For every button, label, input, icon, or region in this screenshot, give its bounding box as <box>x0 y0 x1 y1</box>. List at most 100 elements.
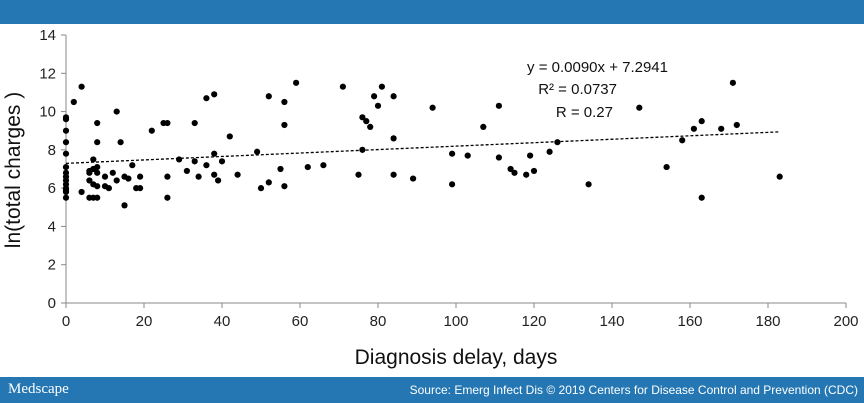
x-tick-label: 160 <box>677 313 702 330</box>
data-point <box>495 102 502 109</box>
data-point <box>367 123 374 130</box>
trendline-line <box>65 131 780 165</box>
data-point <box>121 202 128 209</box>
data-point <box>729 79 737 86</box>
source-credit: Source: Emerg Infect Dis © 2019 Centers … <box>409 383 858 397</box>
data-point <box>117 139 124 146</box>
x-tick-label: 40 <box>214 313 231 330</box>
data-point <box>277 165 284 173</box>
x-tick-label: 140 <box>599 313 624 330</box>
medscape-logo: Medscape <box>8 381 69 397</box>
data-point <box>293 79 300 86</box>
data-point <box>218 158 226 165</box>
data-point <box>265 93 272 100</box>
data-point <box>164 119 171 127</box>
x-tick-label: 120 <box>521 313 546 330</box>
data-point <box>355 171 362 178</box>
data-point <box>78 188 85 196</box>
y-tick-label: 2 <box>48 257 56 274</box>
data-point <box>449 150 456 157</box>
data-point <box>281 98 288 106</box>
data-point <box>480 123 487 130</box>
data-point <box>546 148 553 155</box>
y-axis: 0 2 4 6 8 10 12 14 <box>39 27 67 312</box>
data-point <box>254 148 261 155</box>
data-point <box>363 118 370 125</box>
data-point <box>62 116 70 123</box>
data-point <box>527 152 534 159</box>
data-point <box>195 173 202 180</box>
y-tick-label: 8 <box>48 142 56 159</box>
data-point <box>733 121 740 129</box>
data-point <box>257 185 265 192</box>
x-tick-label: 60 <box>292 313 309 330</box>
data-point <box>137 173 144 180</box>
data-point <box>690 125 698 132</box>
data-point <box>390 135 397 142</box>
data-point <box>511 169 518 176</box>
data-point <box>281 183 288 190</box>
data-point <box>148 127 155 134</box>
data-point <box>62 150 70 157</box>
data-point <box>62 163 70 171</box>
data-point <box>191 158 198 165</box>
data-point <box>234 171 241 178</box>
x-axis-title: Diagnosis delay, days <box>355 346 558 369</box>
data-point <box>94 139 101 146</box>
data-point <box>101 173 109 180</box>
data-point <box>105 185 112 192</box>
data-point <box>523 171 530 178</box>
data-point <box>211 171 218 178</box>
data-point <box>125 175 132 182</box>
data-point <box>176 156 183 163</box>
data-point <box>164 194 171 201</box>
data-point <box>70 98 77 106</box>
trendline <box>65 131 780 165</box>
data-point <box>62 139 70 146</box>
data-point <box>137 185 144 192</box>
data-point <box>679 137 686 144</box>
x-axis: 0 20 40 60 80 100 120 140 160 180 200 <box>62 302 859 330</box>
top-banner <box>0 0 864 24</box>
data-point <box>265 179 272 186</box>
data-point <box>113 108 120 115</box>
data-point <box>62 127 70 134</box>
data-points <box>62 79 783 209</box>
data-point <box>530 167 538 175</box>
data-point <box>211 91 218 98</box>
data-point <box>90 156 97 163</box>
x-tick-label: 80 <box>370 313 387 330</box>
data-point <box>378 83 385 90</box>
data-point <box>226 133 233 140</box>
data-point <box>663 163 670 171</box>
footer-banner: Medscape Source: Emerg Infect Dis © 2019… <box>0 377 864 403</box>
data-point <box>215 177 222 184</box>
data-point <box>339 83 346 90</box>
data-point <box>776 173 783 180</box>
data-point <box>113 177 120 184</box>
x-tick-label: 20 <box>136 313 153 330</box>
data-point <box>718 125 725 132</box>
data-point <box>94 119 101 127</box>
r-squared-label: R² = 0.0737 <box>538 81 617 98</box>
data-point <box>203 95 210 102</box>
data-point <box>320 162 327 169</box>
data-point <box>191 119 198 127</box>
data-point <box>129 162 136 169</box>
data-point <box>94 163 101 171</box>
data-point <box>464 152 471 159</box>
x-tick-label: 100 <box>443 313 468 330</box>
data-point <box>183 167 190 175</box>
data-point <box>636 104 643 111</box>
data-point <box>698 118 705 125</box>
data-point <box>359 114 366 121</box>
data-point <box>410 175 417 182</box>
data-point <box>390 93 397 100</box>
data-point <box>94 183 101 190</box>
data-point <box>109 169 116 176</box>
x-tick-label: 200 <box>833 313 858 330</box>
data-point <box>164 173 171 180</box>
data-point <box>62 188 70 196</box>
equation-label: y = 0.0090x + 7.2941 <box>527 59 668 76</box>
